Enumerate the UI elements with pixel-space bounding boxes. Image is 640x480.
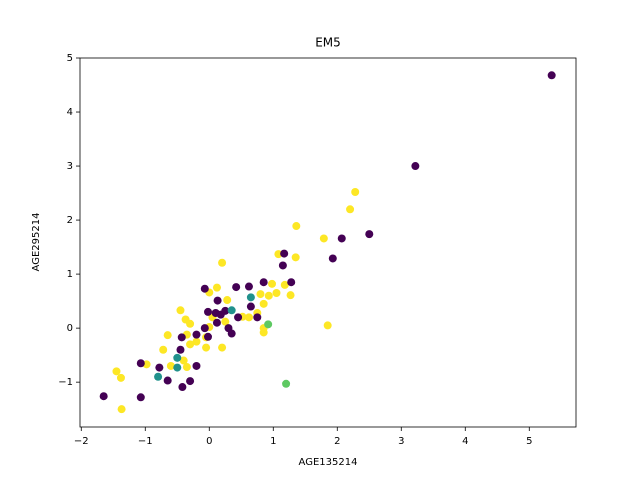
point bbox=[204, 307, 212, 316]
point bbox=[227, 329, 236, 338]
point bbox=[155, 363, 164, 372]
point bbox=[268, 279, 276, 288]
point bbox=[278, 261, 287, 270]
point bbox=[286, 291, 295, 300]
point bbox=[116, 373, 125, 382]
point bbox=[178, 383, 187, 392]
point bbox=[223, 296, 232, 305]
point bbox=[117, 405, 126, 414]
point bbox=[179, 356, 188, 365]
point bbox=[176, 345, 185, 354]
point bbox=[259, 278, 268, 287]
x-tick-label: 5 bbox=[526, 436, 532, 447]
point bbox=[411, 162, 420, 171]
point bbox=[192, 337, 201, 346]
x-tick-label: 4 bbox=[462, 436, 468, 447]
y-tick-label: −1 bbox=[58, 377, 73, 388]
point bbox=[163, 376, 172, 385]
y-tick-label: 3 bbox=[67, 161, 73, 172]
point bbox=[259, 299, 268, 308]
point bbox=[186, 377, 195, 386]
point bbox=[186, 319, 195, 328]
point bbox=[280, 249, 289, 258]
x-tick-label: 3 bbox=[398, 436, 404, 447]
point bbox=[202, 343, 211, 352]
point bbox=[192, 361, 201, 370]
chart-title: EM5 bbox=[315, 36, 341, 50]
y-tick-label: 0 bbox=[67, 323, 73, 334]
point bbox=[200, 324, 209, 333]
x-tick-label: 0 bbox=[206, 436, 212, 447]
point bbox=[274, 250, 283, 259]
point bbox=[163, 331, 172, 340]
point bbox=[346, 205, 355, 214]
point bbox=[323, 321, 332, 330]
point bbox=[176, 306, 185, 315]
point bbox=[136, 359, 145, 368]
point bbox=[246, 302, 255, 311]
point bbox=[244, 282, 253, 291]
point bbox=[351, 187, 360, 196]
point bbox=[200, 284, 209, 293]
y-tick-label: 4 bbox=[67, 107, 73, 118]
point bbox=[112, 367, 121, 376]
point bbox=[365, 230, 374, 239]
point bbox=[246, 293, 255, 302]
point bbox=[177, 333, 186, 342]
point bbox=[547, 71, 556, 80]
point bbox=[159, 345, 168, 354]
point bbox=[227, 306, 236, 315]
point bbox=[173, 353, 182, 362]
point bbox=[221, 306, 230, 315]
point bbox=[136, 393, 145, 402]
point bbox=[280, 280, 289, 289]
point bbox=[221, 317, 230, 326]
point bbox=[337, 234, 346, 243]
point bbox=[234, 313, 243, 322]
point bbox=[173, 363, 182, 372]
point bbox=[213, 296, 222, 305]
point bbox=[328, 254, 337, 263]
point bbox=[154, 372, 163, 381]
y-axis-label: AGE295214 bbox=[31, 213, 42, 272]
point bbox=[264, 291, 273, 300]
point bbox=[212, 283, 221, 292]
point bbox=[272, 289, 281, 298]
point bbox=[99, 392, 108, 401]
point bbox=[287, 278, 296, 287]
point bbox=[182, 363, 191, 372]
y-tick-label: 2 bbox=[67, 215, 73, 226]
plot-frame bbox=[79, 57, 577, 428]
y-tick-label: 1 bbox=[67, 269, 73, 280]
point bbox=[244, 313, 253, 322]
x-tick-label: −1 bbox=[138, 436, 153, 447]
point bbox=[291, 253, 300, 262]
point bbox=[186, 340, 195, 349]
x-tick-label: −2 bbox=[74, 436, 89, 447]
point bbox=[232, 283, 241, 292]
point bbox=[218, 258, 227, 267]
point bbox=[282, 379, 291, 388]
point bbox=[256, 290, 265, 299]
x-tick-label: 1 bbox=[270, 436, 276, 447]
point bbox=[192, 330, 201, 339]
point bbox=[212, 318, 221, 327]
x-tick-label: 2 bbox=[334, 436, 340, 447]
point bbox=[204, 332, 212, 341]
point bbox=[319, 234, 328, 243]
point bbox=[264, 320, 273, 329]
point bbox=[166, 361, 175, 370]
point bbox=[253, 313, 262, 322]
point bbox=[259, 328, 268, 337]
y-tick-label: 5 bbox=[67, 53, 73, 64]
point bbox=[218, 343, 227, 352]
x-axis-label: AGE135214 bbox=[299, 457, 358, 468]
point bbox=[292, 222, 301, 231]
